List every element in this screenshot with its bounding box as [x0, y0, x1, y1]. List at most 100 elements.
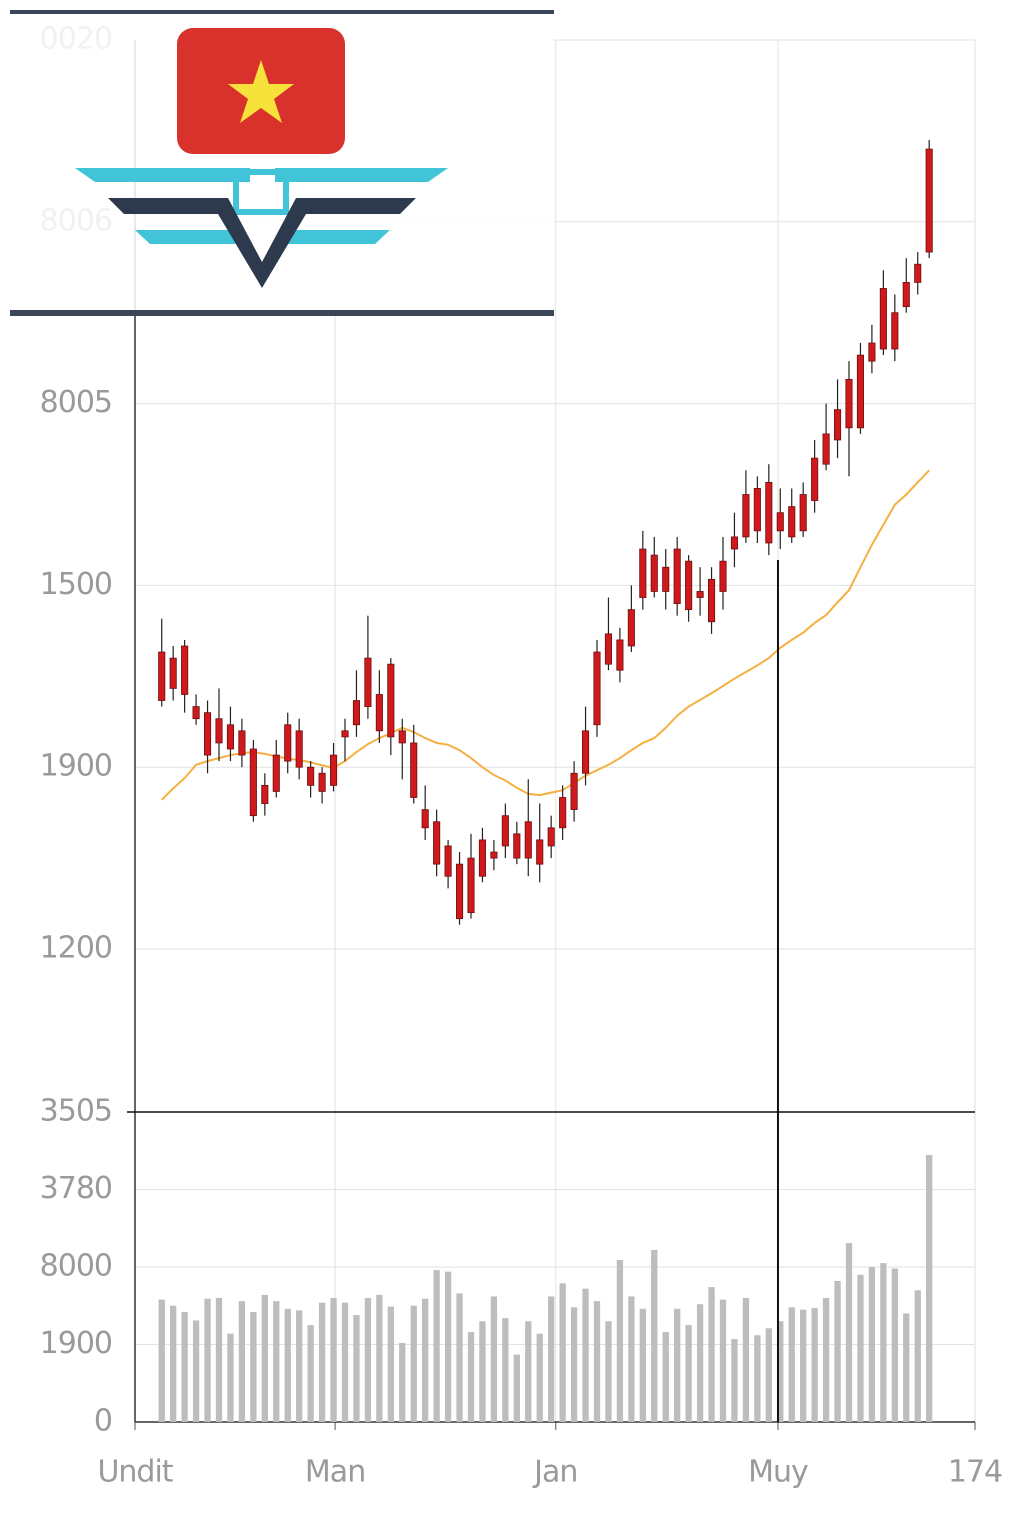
volume-bar — [822, 1298, 830, 1422]
candle-body — [559, 797, 567, 829]
candle-body — [261, 784, 269, 804]
candle-body — [719, 560, 727, 592]
volume-bar — [903, 1313, 910, 1422]
volume-bar — [719, 1299, 727, 1422]
volume-bar — [845, 1242, 853, 1422]
candle-body — [192, 706, 200, 720]
candle-body — [444, 845, 452, 877]
volume-bar — [731, 1339, 738, 1422]
x-tick-label: Man — [305, 1455, 365, 1490]
candle-body — [604, 633, 613, 665]
volume-bar — [467, 1332, 475, 1422]
y-tick-label: 1900 — [40, 749, 112, 784]
candle-body — [650, 554, 658, 592]
candle-body — [295, 730, 303, 768]
volume-bar — [914, 1290, 921, 1422]
volume-bar — [318, 1302, 326, 1422]
volume-tick-label: 3780 — [40, 1171, 112, 1206]
x-tick-label: 174 — [948, 1455, 1002, 1490]
candle-body — [833, 409, 842, 441]
candle-body — [410, 742, 418, 798]
candle-body — [364, 657, 372, 707]
volume-bar — [525, 1321, 532, 1422]
candle-body — [902, 281, 910, 308]
volume-bar — [410, 1305, 417, 1422]
volume-bar — [582, 1288, 589, 1422]
candle-body — [249, 748, 257, 817]
candle-body — [398, 730, 406, 744]
volume-bar — [559, 1283, 566, 1422]
y-tick-label: 8005 — [40, 385, 112, 420]
volume-bar — [238, 1301, 246, 1422]
volume-bar — [651, 1249, 658, 1422]
candle-body — [547, 827, 555, 847]
candle-body — [226, 724, 235, 750]
candle-body — [169, 657, 177, 689]
volume-bar — [353, 1315, 360, 1422]
candle-body — [811, 457, 819, 501]
volume-bar — [662, 1332, 669, 1422]
volume-bar — [868, 1267, 876, 1422]
volume-bar — [387, 1306, 394, 1422]
volume-bar — [227, 1333, 234, 1422]
volume-bar — [536, 1333, 543, 1422]
volume-bar — [444, 1271, 452, 1422]
volume-bar — [158, 1299, 165, 1422]
volume-bar — [891, 1268, 898, 1422]
volume-bar — [548, 1296, 555, 1422]
candle-body — [925, 148, 933, 253]
volume-bar — [800, 1309, 807, 1422]
volume-bar — [422, 1298, 429, 1422]
candle-body — [593, 651, 601, 726]
candle-body — [673, 548, 681, 604]
candle-body — [639, 548, 647, 598]
logo — [10, 10, 554, 316]
candle-body — [329, 754, 338, 786]
volume-bar — [273, 1301, 280, 1422]
y-tick-label: 1500 — [40, 567, 112, 602]
candle-body — [215, 718, 223, 744]
volume-bar — [926, 1155, 933, 1422]
candle-body — [158, 651, 166, 701]
volume-bar — [215, 1298, 223, 1422]
candle-body — [707, 578, 716, 623]
volume-bar — [570, 1307, 578, 1422]
volume-tick-label: 0 — [94, 1404, 112, 1439]
volume-bar — [490, 1296, 498, 1422]
volume-bar — [616, 1260, 624, 1422]
volume-bar — [685, 1325, 692, 1422]
candle-body — [238, 730, 246, 756]
volume-tick-label: 1900 — [40, 1326, 112, 1361]
volume-bar — [296, 1310, 303, 1422]
candle-body — [627, 609, 635, 647]
candle-body — [387, 663, 395, 738]
candle-body — [318, 772, 326, 792]
candle-body — [581, 730, 590, 774]
candle-body — [742, 494, 750, 538]
volume-bar — [364, 1298, 372, 1422]
volume-bar — [811, 1308, 818, 1422]
candle-body — [730, 536, 739, 550]
candle-body — [524, 821, 532, 859]
volume-tick-label: 3505 — [40, 1094, 112, 1129]
x-tick-label: Jan — [532, 1455, 577, 1490]
candle-body — [203, 712, 212, 756]
volume-bar — [181, 1311, 188, 1422]
candle-body — [696, 591, 704, 598]
candle-body — [455, 863, 464, 920]
candle-body — [467, 857, 475, 914]
candle-body — [352, 700, 361, 726]
volume-bar — [742, 1298, 750, 1422]
volume-bar — [399, 1342, 406, 1422]
candle-body — [822, 433, 830, 465]
volume-bar — [765, 1328, 772, 1422]
volume-bar — [261, 1294, 268, 1422]
candle-body — [272, 754, 280, 792]
volume-bar — [330, 1298, 337, 1422]
candle-body — [341, 730, 349, 738]
candle-body — [799, 494, 807, 532]
volume-bar — [834, 1280, 841, 1422]
candle-body — [513, 833, 521, 859]
volume-bar — [674, 1308, 681, 1422]
